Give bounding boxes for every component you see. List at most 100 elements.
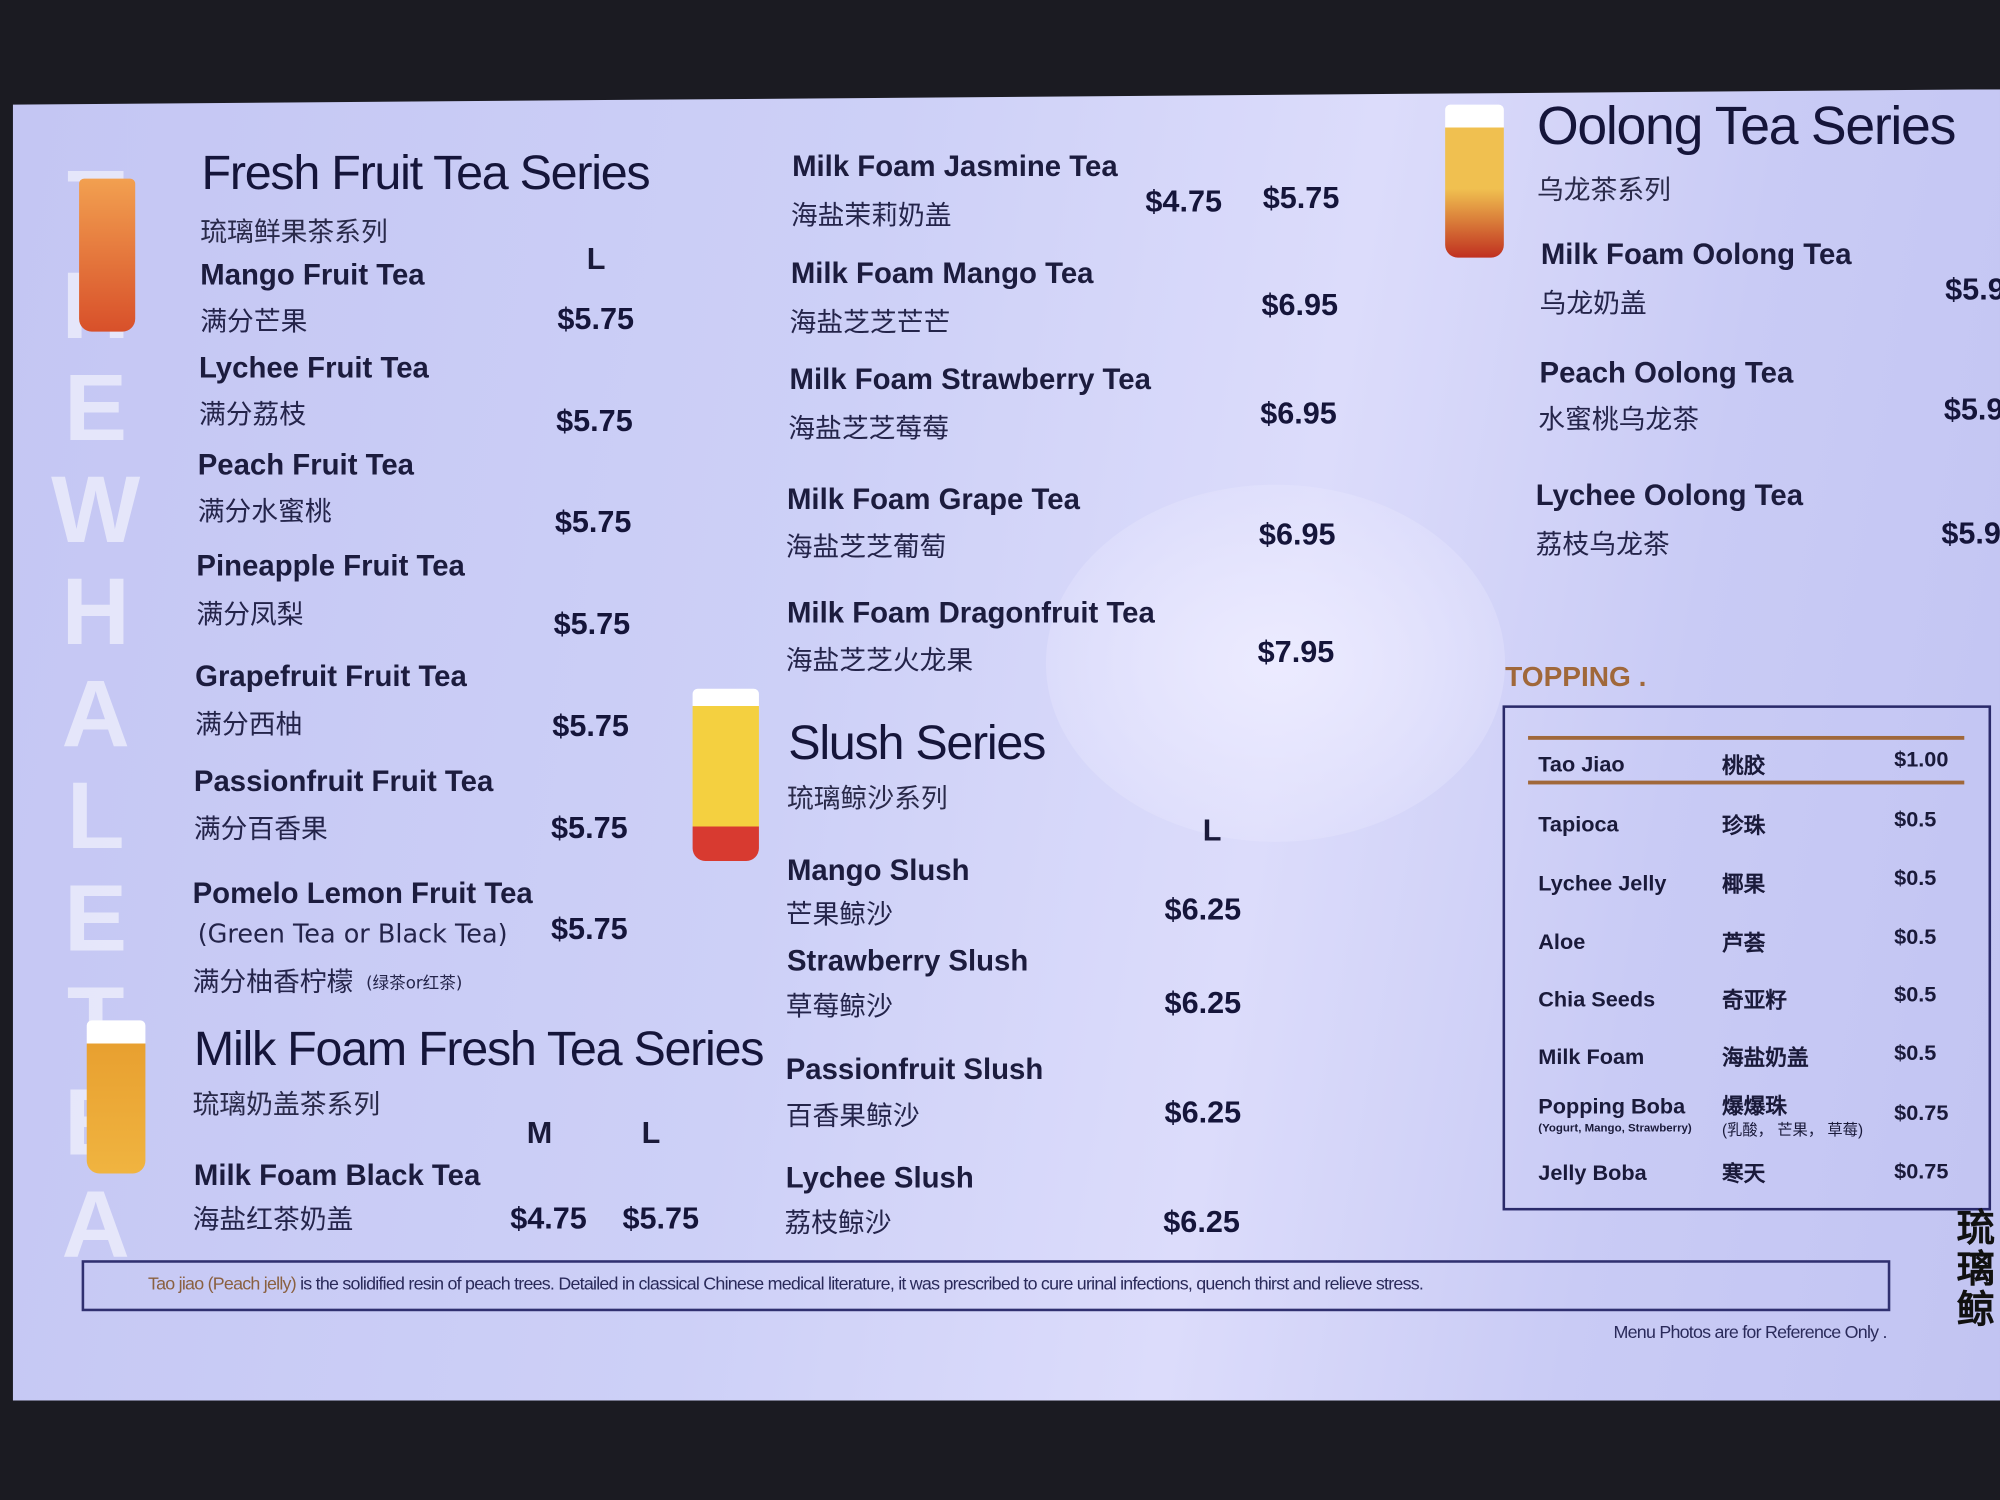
item-name: Strawberry Slush [786,943,1029,978]
item-name: Milk Foam Black Tea [193,1158,481,1192]
footnote-text: is the solidified resin of peach trees. … [295,1272,1424,1294]
item-price: $5.75 [553,607,631,642]
item-price-l: $7.95 [1257,635,1335,670]
topping-cn: 珍珠 [1721,813,1766,839]
topping-note: (Yogurt, Mango, Strawberry) [1538,1121,1692,1134]
item-cn: 满分凤梨 [196,599,304,631]
topping-price: $0.75 [1894,1159,1949,1184]
topping-price: $1.00 [1894,747,1949,772]
size-label-l: L [1202,813,1222,849]
topping-cn: 芦荟 [1721,931,1766,956]
item-cn: 芒果鲸沙 [785,899,893,930]
item-name: Milk Foam Oolong Tea [1540,237,1852,271]
oolong-title: Oolong Tea Series [1536,95,1956,156]
topping-cn: 奇亚籽 [1721,988,1787,1013]
slush-title: Slush Series [788,716,1046,771]
topping-cn: 桃胶 [1721,753,1766,779]
item-name: Milk Foam Strawberry Tea [789,362,1151,396]
item-price-l: $6.95 [1260,396,1337,432]
drink-photo-slush [692,688,759,861]
topping-price: $0.5 [1894,982,1937,1007]
size-label-l: L [641,1116,661,1151]
item-cn: 海盐芝芝葡萄 [785,531,947,563]
item-cn: 百香果鲸沙 [785,1100,920,1132]
fresh-fruit-title: Fresh Fruit Tea Series [201,146,651,201]
topping-name: Milk Foam [1538,1044,1645,1069]
size-label-l: L [586,242,606,277]
drink-photo-oolong [1445,104,1504,258]
topping-name: Tapioca [1538,812,1619,837]
item-name: Mango Slush [786,853,970,887]
topping-price: $0.5 [1894,807,1937,832]
item-name: Milk Foam Mango Tea [790,256,1094,290]
item-name: Milk Foam Grape Tea [786,482,1080,516]
item-price-m: $4.75 [510,1201,587,1236]
item-cn: 海盐芝芝火龙果 [785,645,974,677]
item-price: $5.75 [556,404,633,439]
topping-name: Aloe [1538,929,1586,955]
topping-name: Lychee Jelly [1538,871,1667,896]
item-price-l: $6.95 [1261,288,1339,323]
topping-price: $0.5 [1894,1040,1937,1066]
item-cn: 草莓鲸沙 [785,991,893,1022]
item-cn: 海盐芝芝莓莓 [788,413,949,444]
footnote-box: Tao jiao (Peach jelly) is the solidified… [81,1260,1891,1312]
divider [1528,735,1965,740]
item-price: $5.75 [557,302,635,337]
item-cn: 满分西柚 [195,709,303,740]
drink-photo-milk-foam [86,1020,146,1174]
item-price: $6.25 [1164,985,1242,1021]
item-name: Peach Fruit Tea [197,447,415,481]
topping-cn-note: (乳酸， 芒果， 草莓) [1721,1121,1864,1140]
item-cn: 海盐芝芝芒芒 [789,307,951,339]
footnote-highlight: Tao jiao (Peach jelly) [147,1272,297,1294]
item-name: Milk Foam Dragonfruit Tea [786,595,1155,629]
item-name: Peach Oolong Tea [1539,355,1794,390]
topping-name: Popping Boba [1538,1094,1686,1119]
item-cn: 海盐红茶奶盖 [192,1204,354,1235]
topping-cn: 爆爆珠 [1721,1094,1787,1119]
size-label-m: M [526,1116,553,1151]
slush-subtitle: 琉璃鲸沙系列 [786,783,948,814]
item-price: $6.25 [1164,892,1242,928]
item-name: Pomelo Lemon Fruit Tea [192,876,533,910]
topping-name: Chia Seeds [1538,987,1656,1012]
footnote: Tao jiao (Peach jelly) is the solidified… [147,1272,1424,1294]
milk-foam-fresh-title: Milk Foam Fresh Tea Series [193,1022,765,1077]
topping-title: TOPPING . [1505,660,1647,693]
item-price-l: $6.95 [1258,517,1336,553]
item-cn: 满分柚香柠檬 [192,966,354,998]
item-name: Passionfruit Fruit Tea [193,764,494,798]
topping-price: $0.5 [1894,924,1937,949]
topping-name: Jelly Boba [1538,1160,1647,1185]
item-cn-note: (绿茶or红茶) [366,974,463,994]
item-name: Passionfruit Slush [785,1052,1044,1086]
item-price: $5.9 [1945,272,2000,308]
item-price: $5.9 [1941,516,2000,552]
topping-cn: 海盐奶盖 [1721,1045,1809,1071]
topping-name: Tao Jiao [1538,752,1625,777]
item-name: Lychee Fruit Tea [198,350,429,384]
item-price-m: $4.75 [1145,184,1223,220]
item-price: $5.9 [1943,392,2000,428]
item-price: $5.75 [551,911,628,947]
item-name: Pineapple Fruit Tea [196,548,465,582]
milk-foam-fresh-subtitle: 琉璃奶盖茶系列 [192,1089,381,1120]
item-price: $5.75 [552,709,629,744]
item-name: Lychee Oolong Tea [1535,478,1804,512]
oolong-subtitle: 乌龙茶系列 [1536,174,1671,206]
topping-cn: 寒天 [1721,1161,1766,1187]
item-name: Mango Fruit Tea [200,257,425,291]
item-name: Lychee Slush [785,1160,974,1194]
item-cn: 满分水蜜桃 [197,496,332,527]
item-cn: 海盐茉莉奶盖 [790,200,952,231]
topping-price: $0.5 [1894,866,1937,891]
item-price: $6.25 [1164,1095,1242,1131]
screen-glare [1045,484,1506,842]
item-name: Milk Foam Jasmine Tea [792,149,1118,183]
item-cn: 满分荔枝 [198,399,307,430]
item-price: $5.75 [554,505,632,540]
brand-logo: 琉璃鲸 [1956,1206,1995,1333]
drink-photo-fruit-tea [79,178,136,332]
